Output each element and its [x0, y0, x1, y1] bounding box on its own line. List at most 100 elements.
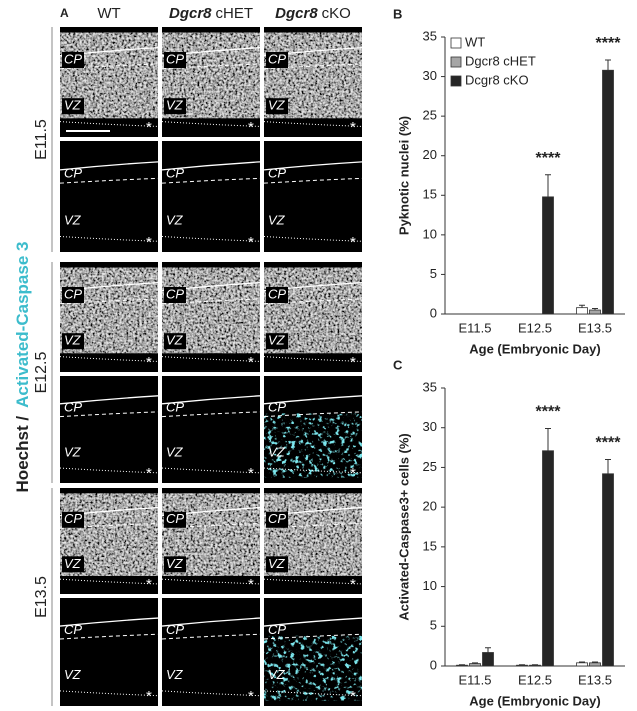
legend-swatch [450, 75, 462, 87]
significance: **** [596, 435, 622, 452]
ventricle-boundary [59, 235, 159, 242]
cp-vz-boundary [263, 411, 363, 418]
x-tick-label: E12.5 [518, 320, 552, 335]
ventricle-boundary [161, 690, 261, 697]
vz-label: VZ [268, 333, 286, 348]
micrograph [162, 376, 260, 483]
vz-label: VZ [166, 556, 184, 571]
ventricle-marker: * [248, 354, 254, 371]
error-bar [579, 304, 585, 308]
cp-label-bg [62, 287, 84, 303]
ventricle-marker: * [350, 234, 356, 251]
ventricle-marker: * [248, 119, 254, 136]
bar [456, 664, 468, 667]
y-tick-label: 20 [423, 499, 437, 514]
error-bar [605, 458, 611, 474]
micrograph [162, 141, 260, 252]
vz-label-bg [62, 98, 84, 115]
stain-label: Hoechst / Activated-Caspase 3 [13, 242, 32, 493]
vz-label: VZ [268, 98, 286, 113]
cp-vz-boundary [59, 298, 159, 305]
y-axis-title: Activated-Caspase3+ cells (%) [396, 433, 411, 621]
genotype: cHET [216, 5, 254, 22]
cp-label: CP [64, 511, 82, 526]
significance: **** [536, 404, 562, 421]
ventricle-boundary [263, 578, 363, 585]
micrograph [60, 376, 158, 483]
cp-boundary [59, 161, 159, 171]
age-label: E13.5 [33, 576, 50, 618]
y-tick-label: 15 [423, 538, 437, 553]
ventricle-boundary [59, 467, 159, 474]
bar [576, 662, 588, 667]
error-bar [579, 661, 585, 663]
vz-label: VZ [268, 667, 286, 682]
y-tick-label: 10 [423, 226, 437, 241]
x-axis-title: Age (Embryonic Day) [469, 341, 600, 356]
cp-boundary [161, 161, 261, 171]
cp-label-bg [62, 52, 84, 68]
cp-vz-boundary [161, 411, 261, 418]
bar [482, 652, 494, 667]
vz-label-bg [164, 98, 186, 115]
cp-label-bg [266, 511, 288, 528]
bar [529, 664, 541, 667]
cp-vz-boundary [161, 633, 261, 640]
vz-label: VZ [64, 444, 82, 459]
cp-boundary [59, 395, 159, 405]
x-tick-label: E12.5 [518, 672, 552, 687]
y-tick-label: 5 [430, 618, 437, 633]
legend-swatch [450, 37, 462, 49]
cp-label-bg [266, 287, 288, 303]
ventricle-boundary [161, 356, 261, 362]
bar [589, 662, 601, 667]
y-tick-label: 30 [423, 68, 437, 83]
y-tick-label: 10 [423, 578, 437, 593]
significance: **** [596, 35, 622, 52]
cp-boundary [161, 617, 261, 627]
cp-label: CP [268, 286, 286, 301]
cp-label: CP [166, 166, 184, 181]
x-axis-title: Age (Embryonic Day) [469, 693, 600, 708]
vz-label: VZ [166, 667, 184, 682]
genotype: cKO [322, 5, 351, 22]
ventricle-marker: * [248, 234, 254, 251]
ventricle-marker: * [350, 119, 356, 136]
bar [469, 663, 481, 667]
x-tick-label: E11.5 [458, 672, 491, 687]
cp-vz-boundary [263, 177, 363, 184]
x-tick-label: E13.5 [578, 320, 612, 335]
ventricle-boundary [161, 121, 261, 127]
x-tick-label: E13.5 [578, 672, 612, 687]
cp-label: CP [64, 51, 82, 66]
hoechst-label: Hoechst / [13, 416, 32, 493]
cp-vz-boundary [263, 298, 363, 305]
legend-label: Dcgr8 cKO [465, 72, 529, 87]
error-bar [485, 647, 491, 653]
vz-label-bg [62, 333, 84, 350]
bar [589, 309, 601, 315]
error-bar [545, 428, 551, 451]
y-tick-label: 30 [423, 419, 437, 434]
ventricle-marker: * [350, 465, 356, 482]
ventricle-boundary [161, 578, 261, 585]
ventricle-marker: * [146, 234, 152, 251]
significance: **** [536, 150, 562, 167]
vz-label: VZ [166, 98, 184, 113]
cp-label: CP [268, 511, 286, 526]
x-tick-label: E11.5 [458, 320, 491, 335]
y-tick-label: 35 [423, 379, 437, 394]
vz-label: VZ [268, 444, 286, 459]
y-tick-label: 5 [430, 266, 437, 281]
cp-vz-boundary [263, 633, 363, 640]
ventricle-marker: * [248, 576, 254, 593]
cp-vz-boundary [161, 177, 261, 184]
cp-label: CP [268, 166, 286, 181]
legend-swatch [450, 56, 462, 68]
cp-label: CP [64, 286, 82, 301]
cp-label: CP [166, 51, 184, 66]
ventricle-marker: * [146, 354, 152, 371]
cp-label: CP [64, 622, 82, 637]
gene-name: Dgcr8 [169, 5, 212, 22]
